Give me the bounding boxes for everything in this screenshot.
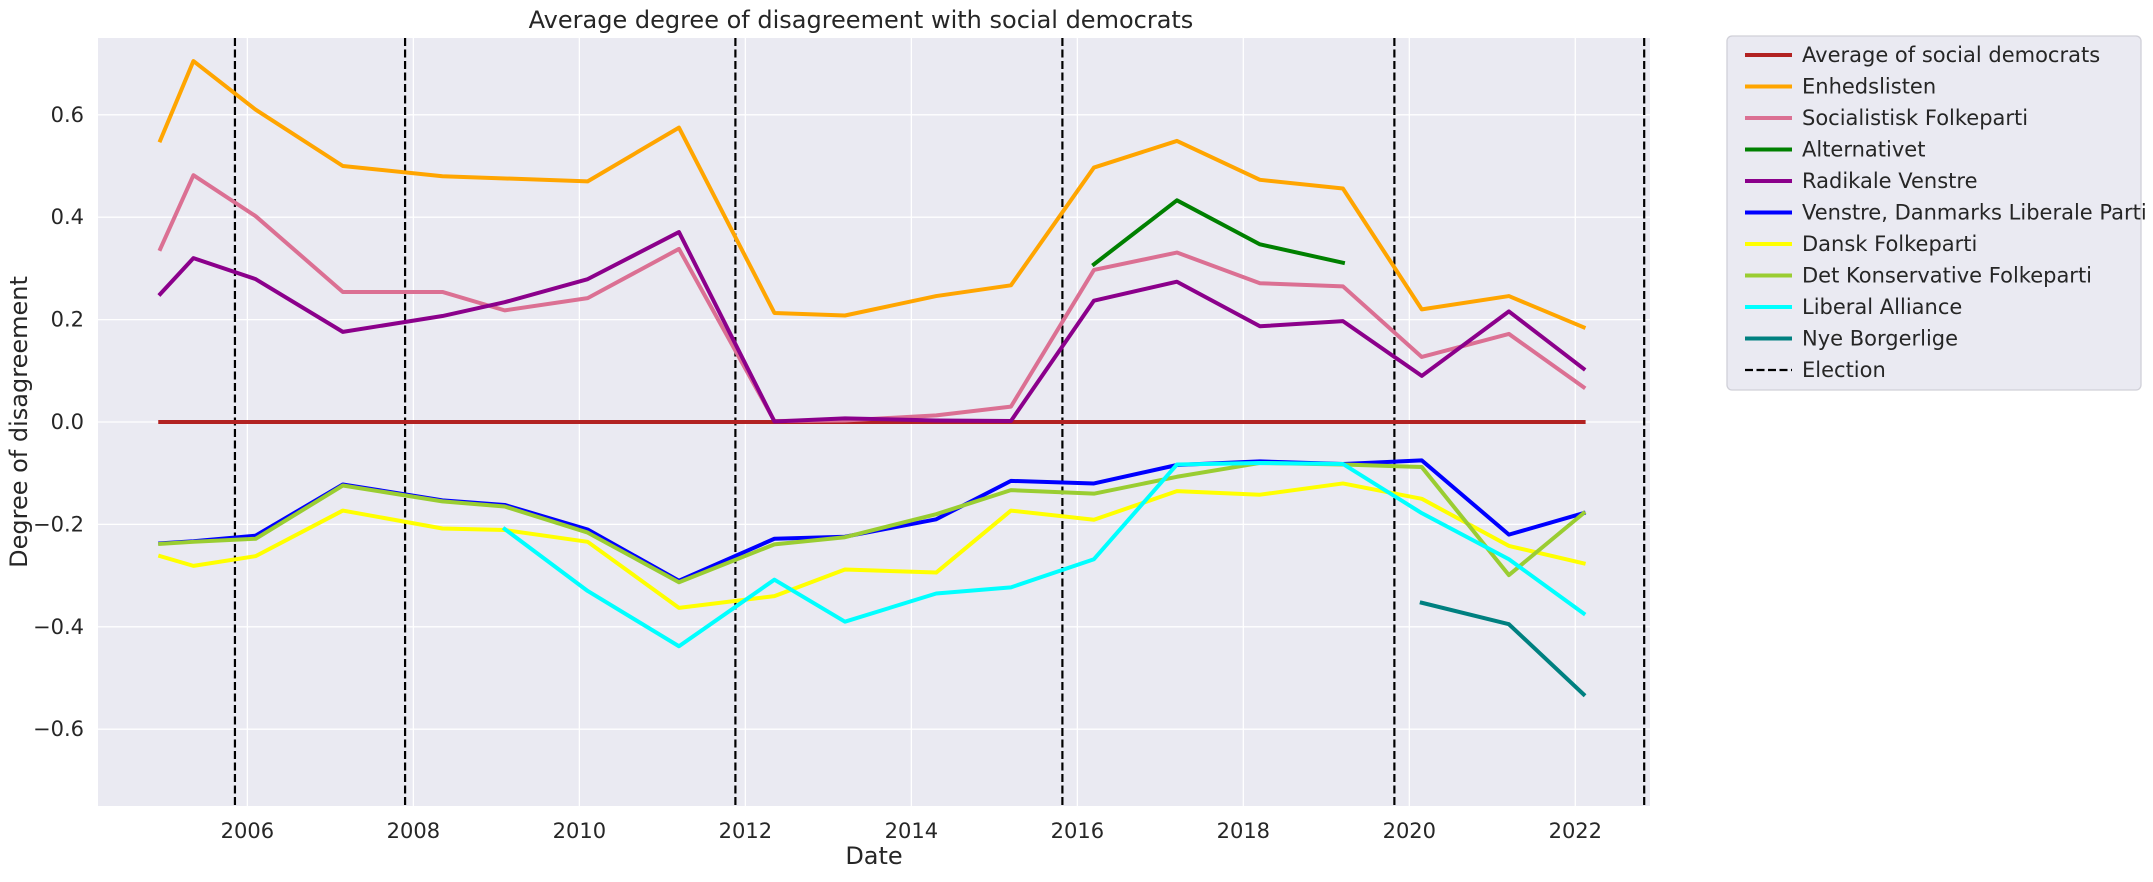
x-tick-label: 2012 [719,819,772,843]
x-axis-label: Date [845,842,902,870]
chart-title: Average degree of disagreement with soci… [529,6,1194,34]
series-line-6 [157,481,1587,610]
legend-label: Enhedslisten [1802,75,1936,99]
series-line-2 [157,173,1587,423]
y-axis-label: Degree of disagreement [5,276,33,568]
x-tick-label: 2020 [1383,819,1436,843]
series-line-1 [157,59,1587,330]
x-tick-label: 2018 [1217,819,1270,843]
series-lines [157,59,1587,698]
y-tick-label: 0.0 [51,410,84,434]
legend-label: Alternativet [1802,138,1925,162]
grid-lines [98,38,1650,806]
y-tick-label: −0.4 [33,615,84,639]
legend-label: Det Konservative Folkeparti [1802,264,2092,288]
legend-label: Election [1802,358,1886,382]
x-tick-label: 2014 [885,819,938,843]
legend-frame [1726,35,2142,391]
x-axis-ticks: 2006 2008 2010 2012 2014 2016 2018 2020 2022 [221,819,1602,843]
y-tick-label: 0.2 [51,308,84,332]
legend-label: Liberal Alliance [1802,295,1962,319]
x-tick-label: 2016 [1051,819,1104,843]
y-tick-label: −0.2 [33,512,84,536]
y-tick-label: 0.6 [51,103,84,127]
x-tick-label: 2008 [387,819,440,843]
x-tick-label: 2022 [1549,819,1602,843]
legend-label: Radikale Venstre [1802,169,1978,193]
y-tick-label: −0.6 [33,717,84,741]
y-tick-label: 0.4 [51,205,84,229]
series-line-9 [1419,600,1587,698]
series-line-3 [1091,198,1346,268]
series-line-8 [501,460,1587,649]
legend-label: Dansk Folkeparti [1802,232,1977,256]
x-tick-label: 2006 [221,819,274,843]
legend: Average of social democrats Enhedslisten S… [1726,35,2147,391]
legend-label: Average of social democrats [1802,43,2100,67]
legend-label: Nye Borgerlige [1802,327,1958,351]
legend-label: Venstre, Danmarks Liberale Parti [1802,201,2147,225]
y-axis-ticks: −0.6 −0.4 −0.2 0.0 0.2 0.4 0.6 [33,103,84,741]
x-tick-label: 2010 [553,819,606,843]
series-line-4 [157,230,1587,424]
legend-label: Socialistisk Folkeparti [1802,106,2028,130]
